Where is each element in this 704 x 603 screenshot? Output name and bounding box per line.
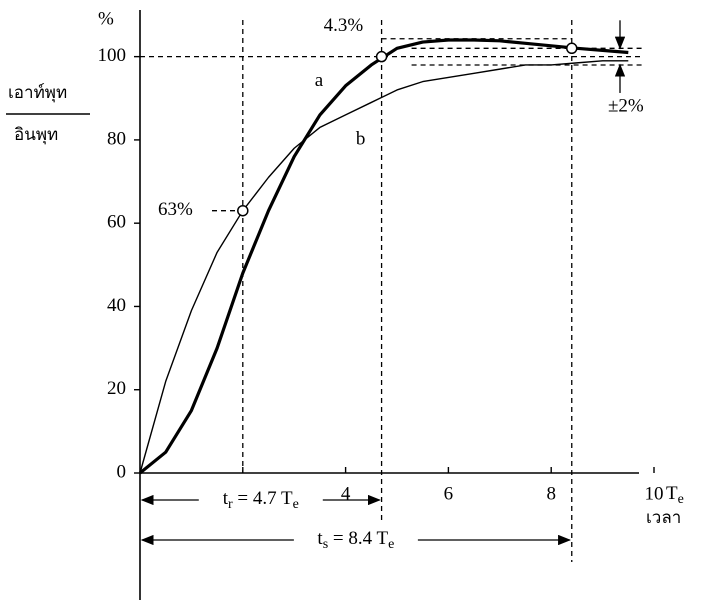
- y-label-denominator: อินพุท: [14, 125, 58, 145]
- y-label-numerator: เอาท์พุท: [8, 83, 67, 103]
- x-tick-label: 8: [546, 483, 556, 504]
- equation: = 8.4 T: [328, 528, 388, 549]
- series-label: a: [315, 70, 324, 91]
- overshoot-label: 4.3%: [324, 15, 364, 36]
- series-line: [140, 40, 628, 473]
- settling-time-label: ts = 8.4 Te: [317, 528, 394, 552]
- unit-sub: e: [293, 497, 299, 512]
- x-unit-sub: e: [678, 492, 684, 507]
- y-tick-label: 40: [107, 295, 126, 316]
- y-unit-label: %: [98, 8, 114, 29]
- chart: 020406080100246810%เอาท์พุทอินพุทTeเวลา±…: [0, 0, 704, 603]
- marker: [377, 52, 387, 62]
- marker: [238, 206, 248, 216]
- marker: [567, 43, 577, 53]
- y-tick-label: 20: [107, 378, 126, 399]
- tolerance-label: ±2%: [608, 95, 644, 116]
- equation: = 4.7 T: [233, 488, 293, 509]
- x-tick-label: 6: [444, 483, 454, 504]
- y-tick-label: 60: [107, 212, 126, 233]
- series-label: b: [356, 128, 366, 149]
- series-line: [140, 61, 628, 473]
- rise-time-label: tr = 4.7 Te: [223, 488, 299, 512]
- x-unit: T: [666, 483, 678, 504]
- y-tick-label: 100: [98, 45, 127, 66]
- y-tick-label: 0: [117, 461, 127, 482]
- y-tick-label: 80: [107, 128, 126, 149]
- time-constant-label: 63%: [158, 199, 193, 220]
- unit-sub: e: [388, 537, 394, 552]
- x-label: เวลา: [646, 508, 681, 527]
- x-tick-label: 10: [645, 483, 664, 504]
- x-unit-label: Te: [666, 483, 684, 507]
- x-tick-label: 4: [341, 483, 351, 504]
